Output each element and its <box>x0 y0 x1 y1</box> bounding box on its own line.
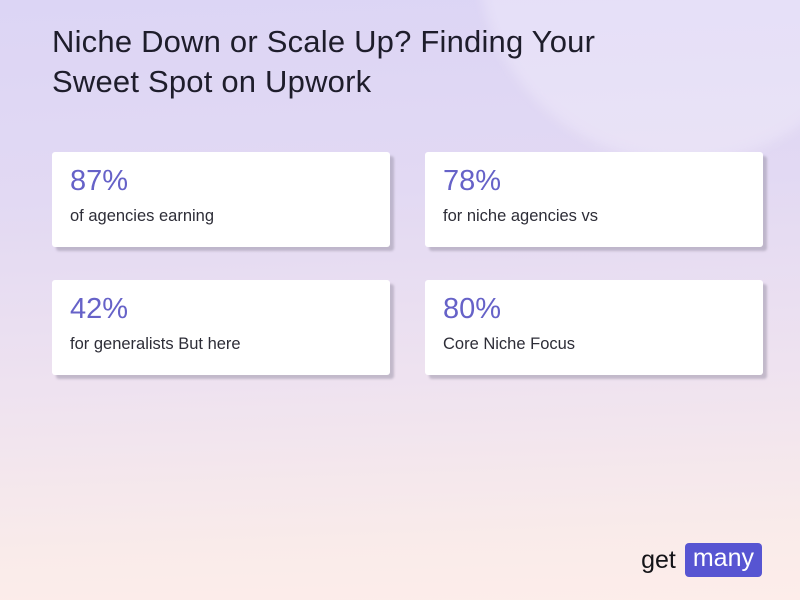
stat-card: 42% for generalists But here <box>52 280 390 375</box>
stats-grid: 87% of agencies earning 78% for niche ag… <box>52 152 763 375</box>
stat-card: 87% of agencies earning <box>52 152 390 247</box>
brand-logo-prefix: get <box>641 545 676 574</box>
stat-value: 87% <box>70 165 129 197</box>
stat-label: Core Niche Focus <box>443 335 576 354</box>
page-title: Niche Down or Scale Up? Finding Your Swe… <box>52 24 596 99</box>
stat-card: 78% for niche agencies vs <box>425 152 763 247</box>
stat-card: 80% Core Niche Focus <box>425 280 763 375</box>
stat-label: of agencies earning <box>70 207 215 226</box>
stat-label: for generalists But here <box>70 335 241 354</box>
stat-value: 80% <box>443 293 502 325</box>
stat-label: for niche agencies vs <box>443 207 599 226</box>
stat-value: 42% <box>70 293 129 325</box>
brand-logo-badge: many <box>684 543 762 577</box>
stat-value: 78% <box>443 165 502 197</box>
brand-logo: get many <box>641 543 762 577</box>
